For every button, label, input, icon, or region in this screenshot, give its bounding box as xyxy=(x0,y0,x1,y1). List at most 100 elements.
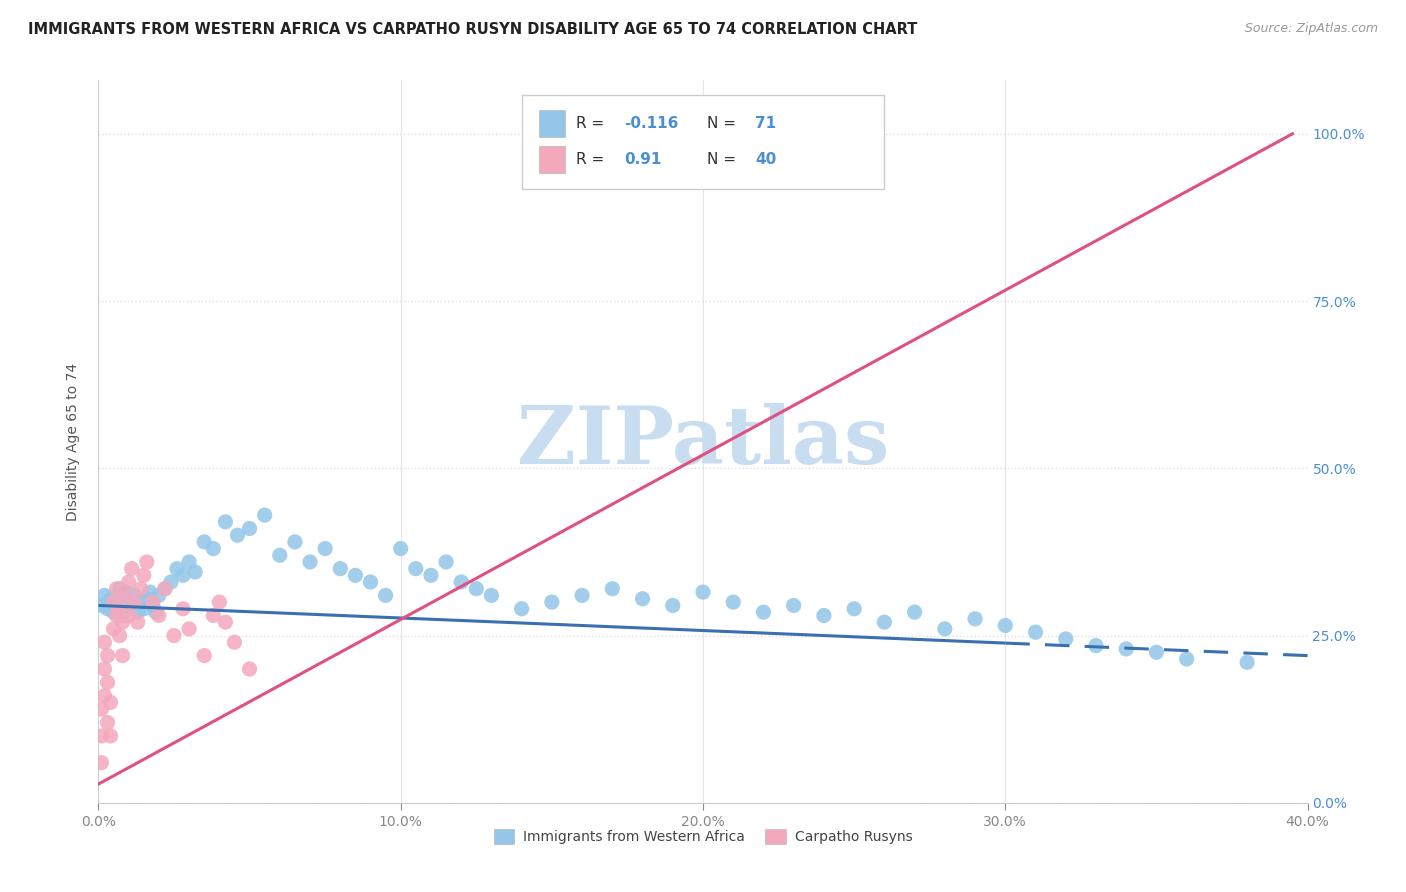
Point xyxy=(100,696,122,710)
Point xyxy=(172,568,194,582)
Point xyxy=(108,628,131,642)
Text: Source: ZipAtlas.com: Source: ZipAtlas.com xyxy=(1244,22,1378,36)
Point xyxy=(450,575,472,590)
Point xyxy=(405,562,427,576)
Point xyxy=(360,575,382,590)
Point xyxy=(135,555,157,569)
Point xyxy=(129,582,152,596)
Point xyxy=(184,565,207,579)
Point xyxy=(1085,639,1108,653)
Point xyxy=(193,648,215,663)
Point xyxy=(103,595,125,609)
Point xyxy=(163,628,186,642)
Point xyxy=(214,615,236,630)
Point xyxy=(108,602,131,616)
Text: IMMIGRANTS FROM WESTERN AFRICA VS CARPATHO RUSYN DISABILITY AGE 65 TO 74 CORRELA: IMMIGRANTS FROM WESTERN AFRICA VS CARPAT… xyxy=(28,22,918,37)
Point xyxy=(692,585,714,599)
Point xyxy=(127,615,149,630)
Point xyxy=(145,605,167,619)
Point xyxy=(90,729,112,743)
FancyBboxPatch shape xyxy=(522,95,884,189)
Point xyxy=(96,715,118,730)
Point xyxy=(465,582,488,596)
Y-axis label: Disability Age 65 to 74: Disability Age 65 to 74 xyxy=(66,362,80,521)
Point xyxy=(121,562,143,576)
Point xyxy=(108,582,131,596)
Point xyxy=(844,602,866,616)
FancyBboxPatch shape xyxy=(538,110,565,137)
Point xyxy=(105,582,128,596)
Point xyxy=(111,608,134,623)
Point xyxy=(1115,642,1137,657)
Point xyxy=(93,635,115,649)
Point xyxy=(224,635,246,649)
Point xyxy=(90,756,112,770)
Point xyxy=(90,702,112,716)
Point xyxy=(132,568,155,582)
Point xyxy=(118,575,141,590)
Point xyxy=(172,602,194,616)
Point xyxy=(142,599,165,613)
Point xyxy=(374,589,396,603)
Point xyxy=(873,615,896,630)
Point xyxy=(299,555,322,569)
Text: N =: N = xyxy=(707,153,741,168)
Point xyxy=(329,562,352,576)
Point xyxy=(105,595,128,609)
Point xyxy=(142,595,165,609)
Point xyxy=(127,605,149,619)
Point xyxy=(284,534,307,549)
Text: ZIPatlas: ZIPatlas xyxy=(517,402,889,481)
Point xyxy=(103,605,125,619)
Point xyxy=(202,541,225,556)
Point xyxy=(121,599,143,613)
Point xyxy=(314,541,336,556)
Legend: Immigrants from Western Africa, Carpatho Rusyns: Immigrants from Western Africa, Carpatho… xyxy=(488,823,918,850)
Point xyxy=(153,582,176,596)
Point xyxy=(208,595,231,609)
Point xyxy=(96,675,118,690)
Point xyxy=(904,605,927,619)
Point xyxy=(124,595,146,609)
Point xyxy=(96,602,118,616)
Point xyxy=(105,608,128,623)
FancyBboxPatch shape xyxy=(538,146,565,173)
Point xyxy=(93,589,115,603)
Point xyxy=(166,562,188,576)
Point xyxy=(434,555,457,569)
Point xyxy=(93,689,115,703)
Point xyxy=(994,618,1017,632)
Point xyxy=(129,595,152,609)
Point xyxy=(723,595,745,609)
Point xyxy=(783,599,806,613)
Text: R =: R = xyxy=(576,116,609,131)
Point xyxy=(269,548,291,563)
Point xyxy=(96,648,118,663)
Point xyxy=(239,662,262,676)
Point xyxy=(93,662,115,676)
Point xyxy=(132,602,155,616)
Point xyxy=(118,595,141,609)
Point xyxy=(153,582,176,596)
Point xyxy=(1144,645,1167,659)
Point xyxy=(389,541,412,556)
Point xyxy=(571,589,593,603)
Point xyxy=(124,589,146,603)
Text: 40: 40 xyxy=(755,153,776,168)
Point xyxy=(118,608,141,623)
Point xyxy=(1054,632,1077,646)
Point xyxy=(253,508,276,523)
Point xyxy=(148,608,170,623)
Point xyxy=(148,589,170,603)
Point xyxy=(1024,625,1046,640)
Point xyxy=(226,528,249,542)
Point xyxy=(135,591,157,606)
Point xyxy=(100,591,122,606)
Point xyxy=(193,534,215,549)
Text: 0.91: 0.91 xyxy=(624,153,662,168)
Point xyxy=(661,599,683,613)
Point xyxy=(602,582,624,596)
Point xyxy=(631,591,654,606)
Point xyxy=(114,585,136,599)
Point xyxy=(1175,652,1198,666)
